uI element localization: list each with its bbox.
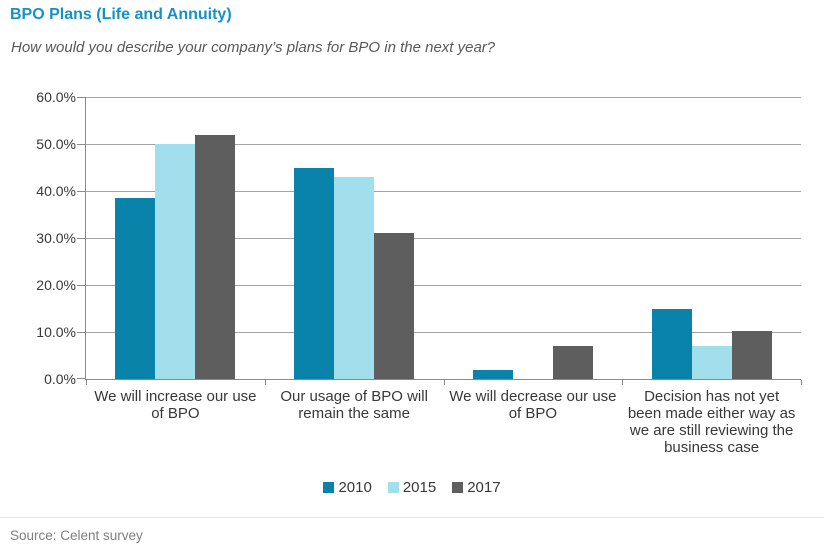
bar-2017-cat3 [552,346,593,379]
bar-2017-cat4 [731,330,772,379]
y-axis-label-60: 60.0% [36,89,76,105]
gridline-50 [86,143,801,145]
bar-2017-cat1 [195,134,236,379]
bar-2015-cat1 [155,144,196,379]
y-axis-label-10: 10.0% [36,324,76,340]
x-axis-category-label-3: We will decrease our use of BPO [449,388,617,422]
legend-item-2017: 2017 [452,479,501,496]
x-axis-category-label-1: We will increase our use of BPO [94,388,257,422]
x-axis-tick [622,380,624,385]
y-axis-label-30: 30.0% [36,230,76,246]
footer-divider [0,517,824,518]
x-axis-category-label-4: Decision has not yet been made either wa… [627,388,796,456]
legend-swatch-2010 [323,482,335,493]
chart-subtitle: How would you describe your company’s pl… [11,39,496,56]
y-axis-tick [77,284,86,286]
legend-label-2015: 2015 [402,479,437,496]
gridline-40 [86,190,801,192]
legend-item-2010: 2010 [323,479,372,496]
x-axis-tick [443,380,445,385]
bar-2015-cat2 [334,176,375,379]
bar-2015-cat4 [691,346,732,379]
y-axis-label-0: 0.0% [44,371,76,387]
legend-swatch-2017 [452,482,464,493]
y-axis-tick [77,331,86,333]
bar-2010-cat4 [651,308,692,379]
gridline-10 [86,331,801,333]
y-axis-tick [77,143,86,145]
x-axis-tick [86,380,87,385]
legend-item-2015: 2015 [387,479,437,496]
y-axis-tick [77,96,86,98]
x-axis-tick [264,380,266,385]
legend-swatch-2015 [387,482,399,493]
legend-label-2017: 2017 [467,479,501,496]
chart-title: BPO Plans (Life and Annuity) [10,6,232,23]
y-axis-label-40: 40.0% [36,183,76,199]
y-axis-tick [77,237,86,239]
plot-area: 0.0% 10.0% 20.0% 30.0% 40.0% 50.0% 60.0% We wil… [36,90,802,456]
gridline-20 [86,284,801,286]
bar-2010-cat2 [294,167,335,379]
y-axis-label-50: 50.0% [36,136,76,152]
gridline-60 [86,96,801,98]
x-axis-tick [801,380,802,385]
y-axis-tick [77,378,86,379]
bar-2017-cat2 [374,233,415,379]
gridline-30 [86,237,801,239]
source-text: Source: Celent survey [10,528,143,543]
y-axis-tick [77,190,86,192]
chart-legend: 2010 2015 2017 [0,479,824,496]
legend-label-2010: 2010 [338,479,372,496]
bar-2010-cat3 [472,369,513,379]
x-axis-category-label-2: Our usage of BPO will remain the same [280,388,428,422]
y-axis-label-20: 20.0% [36,277,76,293]
bar-2010-cat1 [115,198,156,379]
